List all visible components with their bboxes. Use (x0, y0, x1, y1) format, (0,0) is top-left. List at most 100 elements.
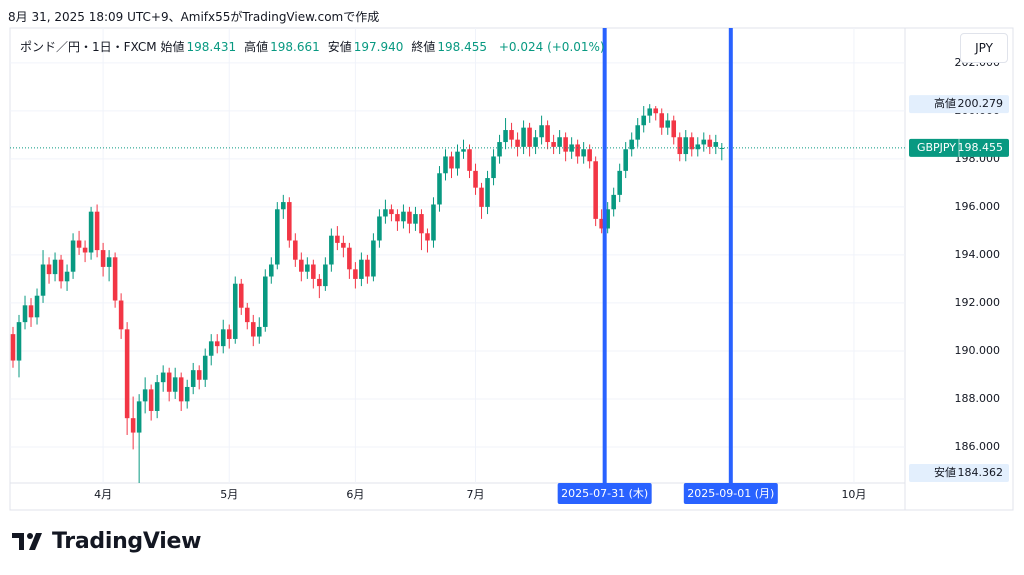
candle-body (437, 173, 442, 205)
field-value: 198.455 (437, 40, 488, 54)
candle-body (461, 149, 466, 152)
candle-body (419, 214, 424, 234)
candle-body (40, 264, 46, 296)
field-value: 198.661 (270, 40, 320, 54)
candle-body (677, 137, 683, 155)
date-label-box (683, 483, 778, 504)
field-label: 終値 (411, 40, 436, 54)
y-tick-label: 190.000 (955, 344, 1001, 357)
candle-body (52, 259, 58, 275)
candle-body (208, 341, 214, 356)
candle-body (34, 295, 40, 318)
candle-body (299, 259, 304, 272)
y-tick-label: 196.000 (955, 200, 1001, 213)
candle-body (485, 178, 490, 207)
candle-body (305, 264, 310, 272)
candle-body (269, 264, 274, 277)
candle-body (16, 322, 22, 361)
y-tick-label: 186.000 (955, 440, 1001, 453)
field-label: 高値 (244, 40, 269, 54)
low-marker-label: 安値 (934, 465, 956, 479)
field-value: 198.431 (186, 40, 237, 54)
candle-body (659, 113, 665, 128)
candle-body (76, 240, 82, 248)
date-label-box (557, 483, 652, 504)
candle-body (641, 115, 646, 126)
x-tick-label: 7月 (467, 488, 485, 501)
candle-body (563, 137, 568, 152)
candle-body (599, 218, 604, 229)
candle-body (172, 377, 178, 392)
candle-body (244, 307, 250, 323)
candle-body (413, 214, 418, 224)
candle-body (695, 144, 701, 150)
x-tick-label: 10月 (841, 488, 866, 501)
candle-body (527, 127, 532, 147)
candle-body (142, 389, 148, 402)
candle-body (653, 108, 659, 114)
candle-body (425, 233, 430, 241)
candle-body (647, 108, 652, 116)
candle-body (196, 370, 202, 380)
candle-body (341, 242, 346, 248)
candle-body (671, 120, 677, 138)
candle-body (317, 278, 322, 287)
candle-body (226, 329, 232, 339)
candle-body (701, 139, 707, 145)
candle-body (497, 142, 502, 157)
candle-body (88, 211, 94, 253)
currency-button[interactable]: JPY (960, 33, 1008, 63)
candle-body (64, 271, 70, 282)
candle-body (160, 372, 166, 383)
field-label: 安値 (327, 40, 352, 54)
candle-body (136, 401, 142, 433)
grid (10, 28, 905, 483)
last-marker-value: 198.455 (958, 141, 1004, 154)
candle-body (154, 382, 160, 411)
candle-body (118, 300, 124, 330)
candle-body (293, 240, 298, 260)
x-tick-label: 4月 (94, 488, 112, 501)
candle-body (515, 139, 520, 147)
candle-body (353, 269, 358, 279)
last-marker-label: GBPJPY (917, 141, 956, 154)
candle-body (473, 170, 478, 188)
candle-body (22, 305, 28, 323)
logo-icon (12, 533, 42, 550)
candle-body (70, 240, 76, 272)
candle-body (94, 211, 100, 251)
ohlc-fields: 始値 198.431 高値 198.661 安値 197.940 終値 198.455 (160, 40, 495, 54)
chart-frame (9, 27, 1014, 511)
candle-body (323, 264, 328, 287)
candle-body (112, 257, 118, 301)
candle-body (605, 209, 610, 229)
candle-body (407, 211, 412, 224)
candle-body (581, 149, 586, 157)
candle-body (329, 235, 334, 265)
candle-body (281, 202, 286, 210)
candle-body (202, 355, 208, 380)
candle-body (689, 137, 695, 150)
candle-body (10, 334, 16, 361)
candle-body (214, 341, 220, 347)
brand: TradingView (52, 529, 202, 554)
candle-body (232, 283, 238, 339)
date-label: 2025-07-31 (木) (561, 487, 648, 500)
credit: 8月 31, 2025 18:09 UTC+9、Amifx55がTradingV… (8, 10, 380, 24)
high-marker-value: 200.279 (958, 97, 1004, 110)
candle-body (220, 329, 226, 347)
candle-body (238, 283, 244, 308)
candle-body (713, 142, 719, 147)
candle-body (521, 127, 526, 147)
candle-body (551, 142, 556, 147)
candle-body (256, 326, 262, 337)
candle-body (593, 161, 598, 219)
candle-body (365, 259, 370, 277)
candle-body (28, 305, 34, 318)
candle-body (275, 209, 280, 265)
candle-body (100, 250, 106, 267)
candle-body (479, 187, 484, 207)
candle-body (106, 257, 112, 267)
